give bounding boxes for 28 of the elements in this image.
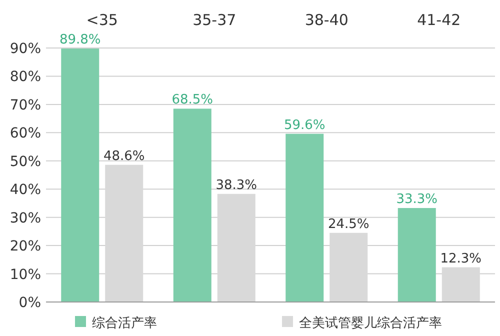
x-tick-label: <35 bbox=[86, 11, 118, 29]
data-label: 24.5% bbox=[328, 216, 370, 232]
y-tick-label: 40% bbox=[10, 182, 41, 198]
y-tick-label: 60% bbox=[10, 126, 41, 142]
data-label: 33.3% bbox=[396, 192, 438, 208]
y-tick-label: 90% bbox=[10, 41, 41, 57]
y-tick-label: 70% bbox=[10, 97, 41, 114]
data-label: 12.3% bbox=[440, 251, 482, 266]
y-tick-label: 10% bbox=[10, 266, 41, 283]
x-tick-label: 41-42 bbox=[417, 11, 461, 29]
y-tick-label: 20% bbox=[10, 238, 41, 255]
data-label: 89.8% bbox=[59, 32, 101, 48]
bar bbox=[173, 108, 212, 302]
y-tick-label: 0% bbox=[18, 295, 41, 311]
data-label: 38.3% bbox=[216, 178, 258, 193]
y-tick-label: 30% bbox=[10, 210, 41, 226]
y-tick-label: 80% bbox=[10, 69, 41, 86]
legend-label: 综合活产率 bbox=[92, 315, 157, 331]
bar bbox=[398, 208, 436, 302]
data-label: 59.6% bbox=[284, 118, 326, 133]
bar bbox=[61, 48, 100, 302]
data-label: 48.6% bbox=[103, 148, 145, 164]
bar bbox=[286, 134, 324, 302]
legend-label: 全美试管婴儿综合活产率 bbox=[299, 315, 442, 331]
x-tick-label: 35-37 bbox=[192, 11, 236, 29]
data-label: 68.5% bbox=[172, 92, 214, 108]
y-tick-label: 50% bbox=[10, 154, 41, 170]
x-tick-label: 38-40 bbox=[304, 11, 348, 29]
